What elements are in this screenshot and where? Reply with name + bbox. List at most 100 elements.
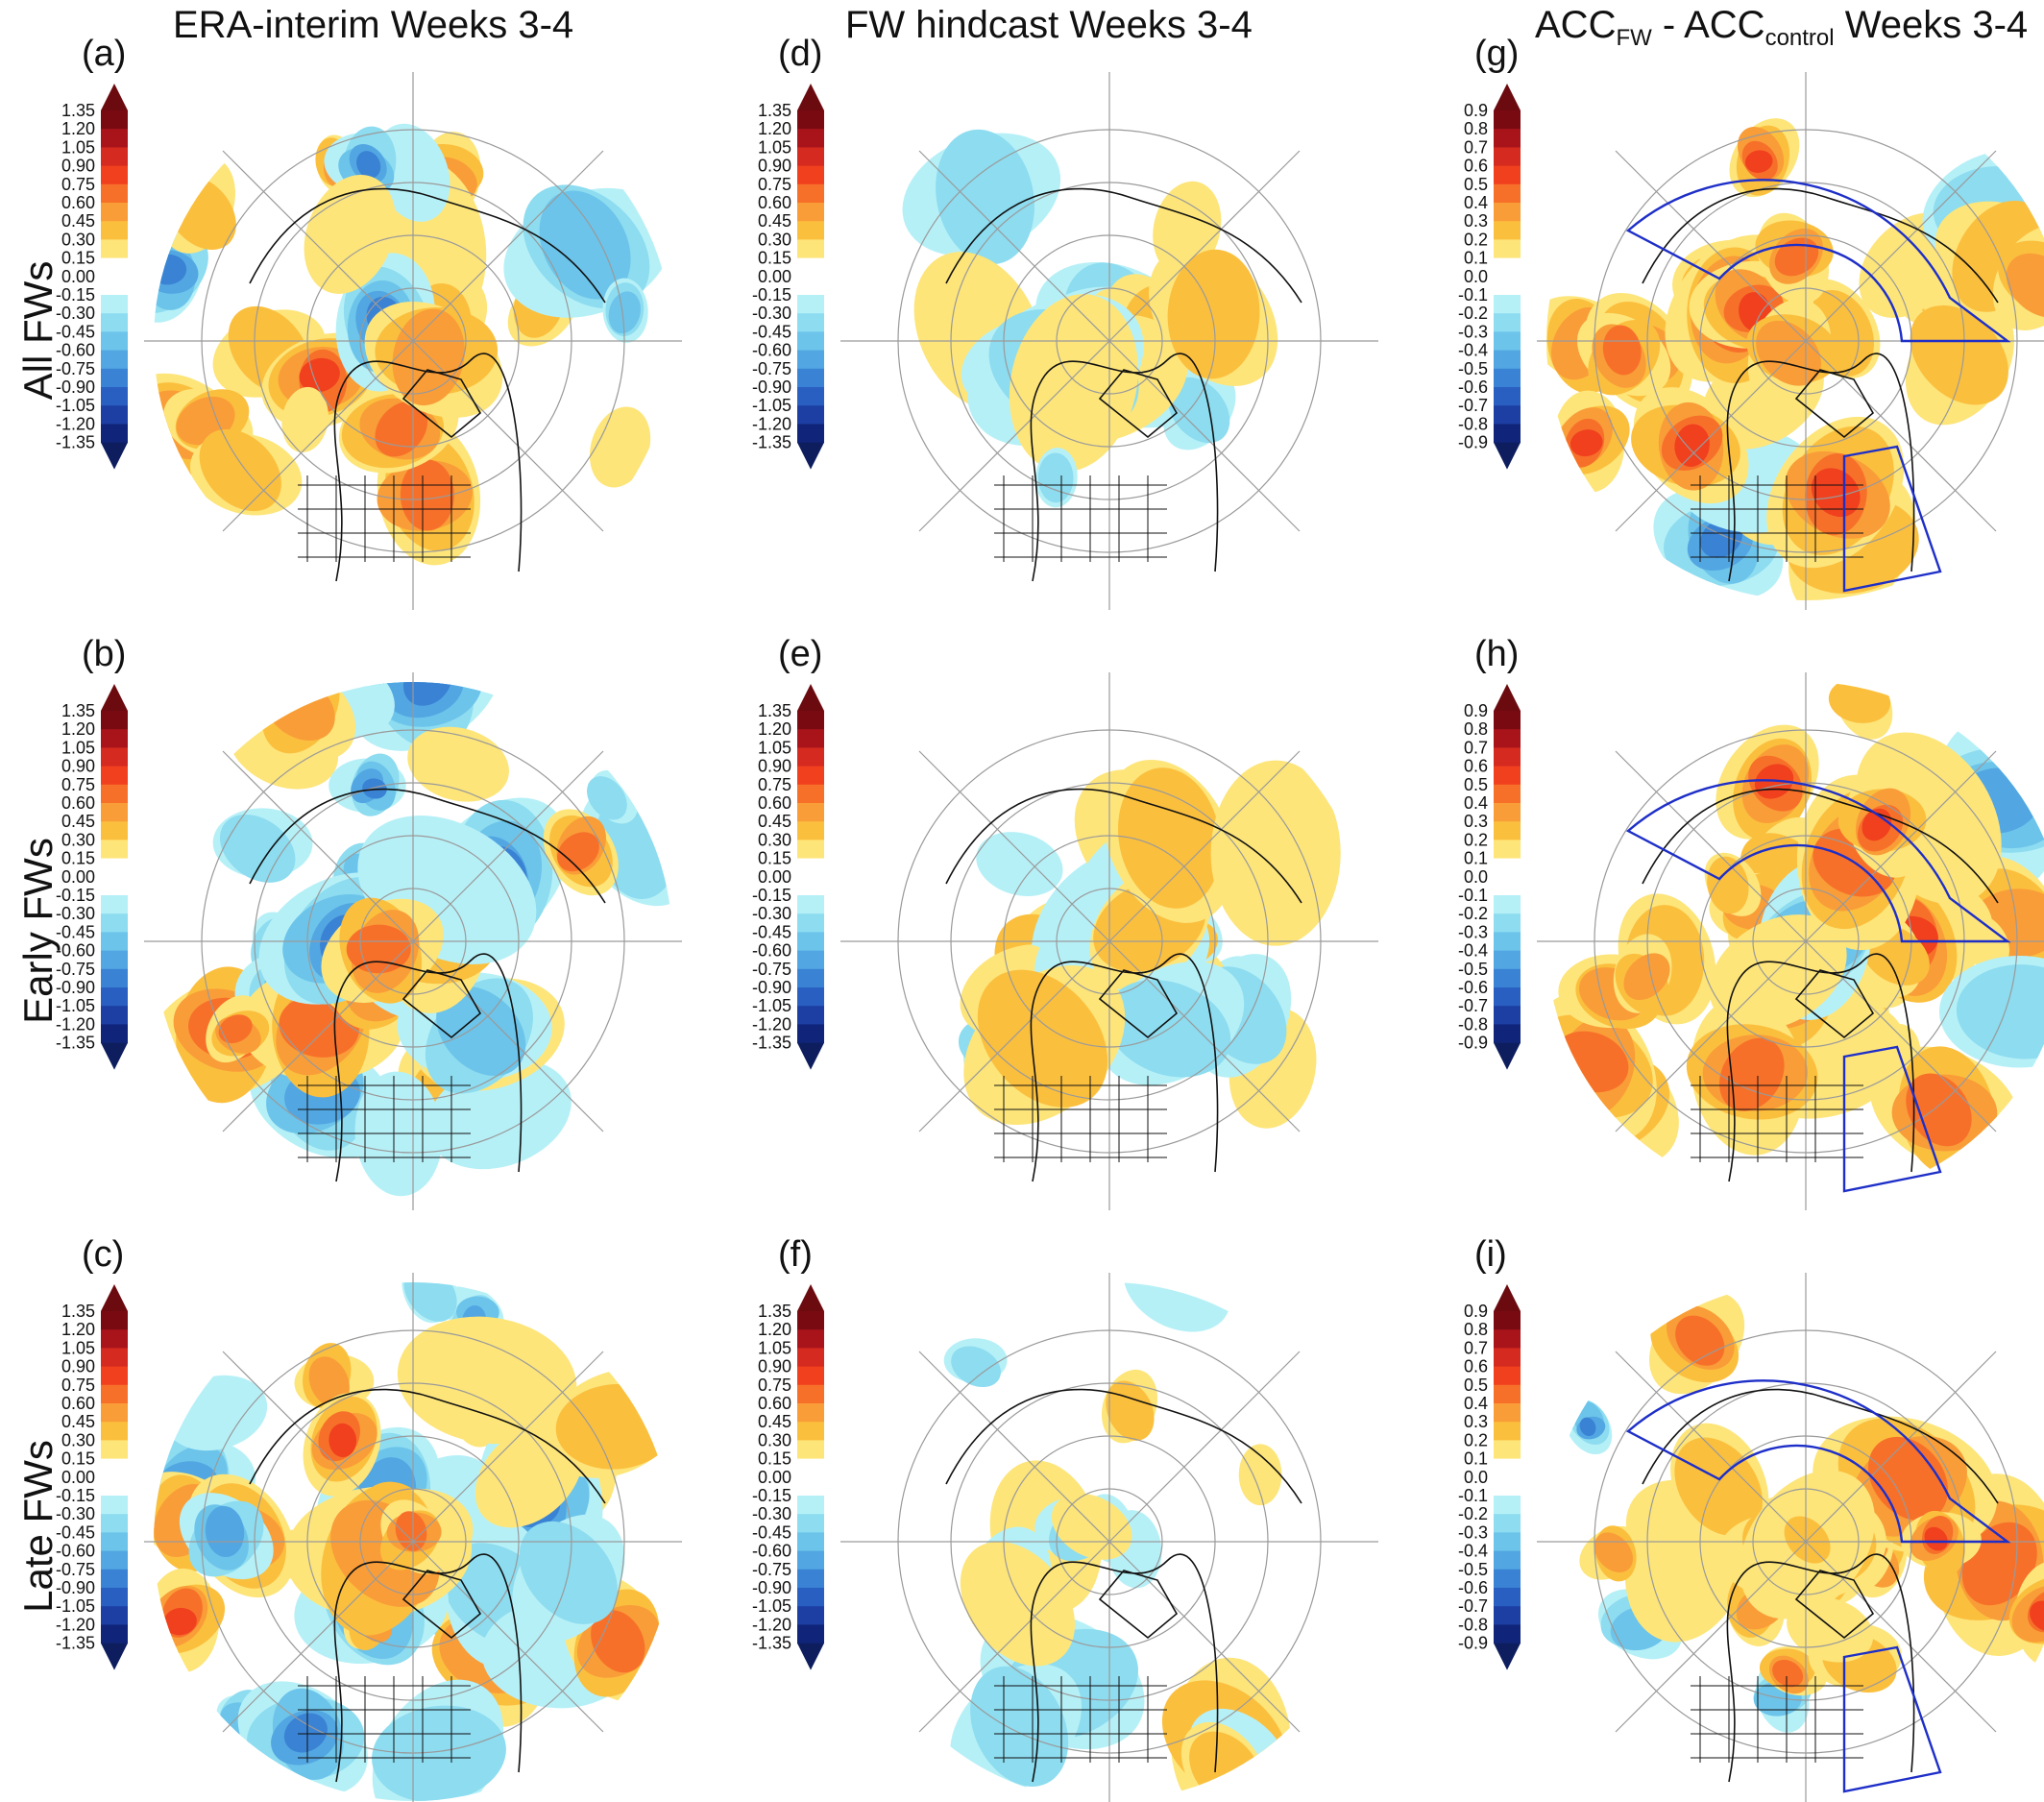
colorbar-segment	[101, 1422, 128, 1441]
colorbar-tick-label: 0.30	[61, 1430, 95, 1449]
colorbar-tick-label: -1.20	[56, 1615, 95, 1634]
colorbar-tick-label: 1.20	[758, 119, 791, 138]
colorbar-tick-label: -0.7	[1458, 1596, 1488, 1616]
colorbar-segment	[1494, 368, 1521, 388]
colorbar-tick-label: 0.00	[758, 1468, 791, 1487]
colorbar-tick-label: 0.4	[1464, 1394, 1488, 1413]
coastlines	[249, 788, 606, 1182]
colorbar-segment	[797, 424, 824, 444]
colorbar-tick-label: -1.05	[56, 396, 95, 415]
colorbar-segment	[101, 895, 128, 914]
anomaly-contour	[1772, 1659, 1804, 1688]
colorbar-segment	[101, 239, 128, 259]
map-field	[154, 682, 672, 1201]
colorbar-segment	[797, 1422, 824, 1441]
colorbar-segment	[797, 350, 824, 370]
colorbar-segment	[797, 729, 824, 748]
colorbar-segment	[101, 203, 128, 222]
colorbar-tick-label: 0.60	[61, 793, 95, 813]
colorbar-segment	[1494, 257, 1521, 278]
colorbar-tick-label: 0.45	[758, 812, 791, 831]
colorbar-tick-label: 0.75	[61, 1376, 95, 1395]
colorbar-tick-label: -1.05	[752, 1596, 791, 1616]
colorbar-tick-label: 0.8	[1464, 1320, 1488, 1339]
colorbar-segment	[797, 368, 824, 388]
anomaly-contour	[219, 815, 296, 883]
colorbar-segment	[101, 1329, 128, 1349]
colorbar-tick-label: 1.35	[61, 1302, 95, 1321]
anomaly-contour	[400, 459, 454, 531]
colorbar-segment	[1494, 1588, 1521, 1607]
colorbar-tick-label: -0.9	[1458, 1034, 1488, 1053]
acc-control-subscript: control	[1764, 25, 1835, 51]
colorbar-segment	[1494, 424, 1521, 444]
colorbar-1: 1.351.201.050.900.750.600.450.300.150.00…	[752, 84, 824, 470]
graticule	[144, 672, 682, 1210]
colorbar-segment	[1494, 203, 1521, 222]
colorbar-segment	[101, 1006, 128, 1025]
colorbar-tick-label: -0.90	[56, 377, 95, 397]
acc-minus-label: - ACC	[1651, 4, 1765, 46]
colorbar-segment	[1494, 276, 1521, 296]
colorbar-tick-label: 0.6	[1464, 157, 1488, 176]
colorbar-tick-label: 0.30	[61, 230, 95, 249]
colorbar-5: 0.90.80.70.60.50.40.30.20.10.0-0.1-0.2-0…	[1458, 684, 1521, 1070]
anomaly-contour	[589, 406, 651, 488]
colorbar-arrow-bottom	[101, 442, 128, 470]
polar-map-8	[1537, 1273, 2044, 1802]
colorbar-3: 1.351.201.050.900.750.600.450.300.150.00…	[56, 684, 128, 1070]
colorbar-segment	[797, 950, 824, 970]
colorbar-arrow-top	[797, 684, 824, 711]
anomaly-contour	[1924, 1526, 1948, 1551]
colorbar-segment	[101, 368, 128, 388]
colorbar-segment	[797, 766, 824, 786]
colorbar-tick-label: -0.45	[752, 922, 791, 941]
colorbar-segment	[797, 1458, 824, 1478]
colorbar-segment	[101, 350, 128, 370]
anomaly-contour	[1707, 856, 1749, 914]
colorbar-tick-label: 0.6	[1464, 1357, 1488, 1376]
colorbar-arrow-top	[101, 684, 128, 711]
colorbar-segment	[797, 840, 824, 860]
colorbar-segment	[797, 203, 824, 222]
colorbar-segment	[101, 766, 128, 786]
colorbar-tick-label: -0.30	[56, 304, 95, 323]
colorbar-tick-label: 0.45	[61, 812, 95, 831]
polar-map-4	[840, 672, 1378, 1210]
colorbar-tick-label: 0.90	[758, 757, 791, 776]
colorbar-tick-label: -0.15	[752, 285, 791, 304]
colorbar-segment	[101, 747, 128, 767]
colorbar-tick-label: 0.00	[61, 867, 95, 887]
anomaly-contour	[539, 190, 631, 300]
colorbar-tick-label: 0.45	[61, 1412, 95, 1431]
colorbar-arrow-top	[1494, 684, 1521, 711]
colorbar-tick-label: -0.3	[1458, 922, 1488, 941]
colorbar-4: 1.351.201.050.900.750.600.450.300.150.00…	[752, 684, 824, 1070]
colorbar-tick-label: 0.90	[758, 157, 791, 176]
acc-fw-subscript: FW	[1616, 25, 1652, 51]
colorbar-segment	[1494, 1532, 1521, 1552]
colorbar-segment	[101, 968, 128, 988]
colorbar-tick-label: -1.20	[56, 1014, 95, 1034]
colorbar-segment	[101, 729, 128, 748]
colorbar-tick-label: -0.90	[56, 1578, 95, 1597]
anomaly-contour	[1756, 320, 1821, 386]
colorbar-tick-label: -0.45	[56, 922, 95, 941]
colorbar-segment	[797, 1311, 824, 1330]
colorbar-tick-label: 0.4	[1464, 193, 1488, 212]
anomaly-contour	[1051, 1493, 1132, 1560]
colorbar-tick-label: 1.35	[758, 701, 791, 720]
colorbar-segment	[1494, 405, 1521, 425]
colorbar-tick-label: -0.15	[56, 1486, 95, 1505]
colorbar-segment	[797, 747, 824, 767]
colorbar-tick-label: 0.8	[1464, 119, 1488, 138]
colorbar-tick-label: 0.7	[1464, 738, 1488, 757]
colorbar-arrow-bottom	[797, 442, 824, 470]
colorbar-segment	[1494, 1422, 1521, 1441]
anomaly-contour	[1106, 1380, 1155, 1441]
colorbar-segment	[101, 1496, 128, 1515]
colorbar-tick-label: 1.35	[61, 701, 95, 720]
colorbar-tick-label: 1.20	[758, 1320, 791, 1339]
colorbar-segment	[797, 987, 824, 1007]
